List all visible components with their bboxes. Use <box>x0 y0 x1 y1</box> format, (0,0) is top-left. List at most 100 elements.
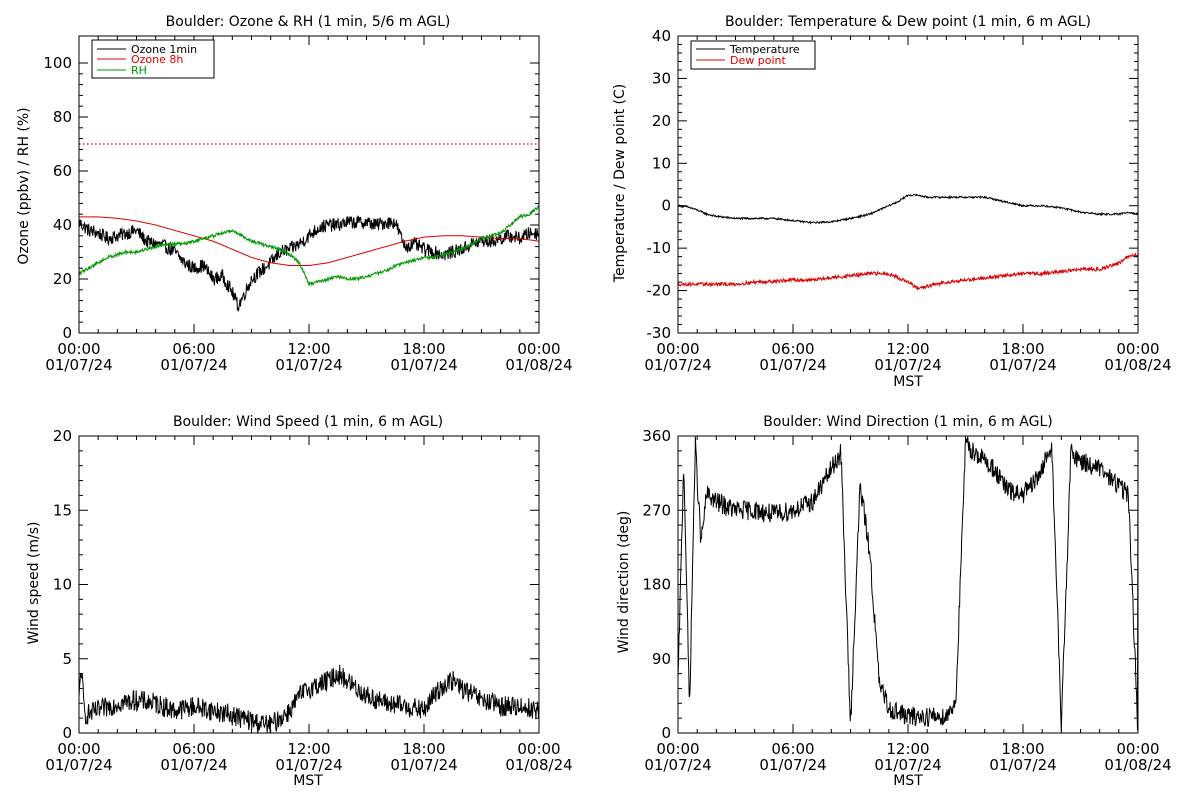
wind-direction-x-tick-date-label: 01/07/24 <box>644 756 711 774</box>
wind-direction-y-axis-label: Wind direction (deg) <box>616 511 632 654</box>
temp-dew-point-line <box>678 252 1138 292</box>
temp-y-tick-label: 10 <box>652 154 671 172</box>
wind-direction-y-tick-label: 90 <box>652 650 671 668</box>
wind-speed-y-tick-label: 5 <box>62 650 72 668</box>
ozone-x-tick-date-label: 01/07/24 <box>275 356 342 374</box>
temp-y-tick-label: -10 <box>647 239 672 257</box>
ozone-y-axis-label: Ozone (ppbv) / RH (%) <box>16 107 32 264</box>
ozone-chart-title: Boulder: Ozone & RH (1 min, 5/6 m AGL) <box>166 14 451 30</box>
ozone-x-tick-date-label: 01/07/24 <box>160 356 227 374</box>
temp-x-tick-date-label: 01/07/24 <box>759 356 826 374</box>
temp-plot-frame <box>677 35 1139 334</box>
temp-x-tick-date-label: 01/07/24 <box>644 356 711 374</box>
ozone-8h-legend-label: Ozone 8h <box>131 53 183 66</box>
wind-speed-x-tick-time-label: 00:00 <box>517 740 560 758</box>
wind-speed-chart: Boulder: Wind Speed (1 min, 6 m AGL) Win… <box>26 414 573 789</box>
temp-plot-area: -30-20-1001020304000:0001/07/2406:0001/0… <box>644 27 1171 374</box>
ozone-plot-area: 02040608010000:0001/07/2406:0001/07/2412… <box>43 35 573 374</box>
temp-x-tick-time-label: 12:00 <box>886 340 929 358</box>
wind-direction-y-tick-label: 360 <box>642 427 671 445</box>
ozone-ozone-1min-line <box>79 215 539 312</box>
ozone-y-tick-label: 40 <box>53 216 72 234</box>
temp-x-tick-time-label: 00:00 <box>656 340 699 358</box>
wind-direction-x-tick-time-label: 18:00 <box>1001 740 1044 758</box>
wind-speed-x-tick-date-label: 01/07/24 <box>45 756 112 774</box>
temp-x-tick-date-label: 01/07/24 <box>989 356 1056 374</box>
temp-chart-title: Boulder: Temperature & Dew point (1 min,… <box>725 14 1091 30</box>
wind-direction-x-tick-time-label: 00:00 <box>656 740 699 758</box>
ozone-rh-chart: Boulder: Ozone & RH (1 min, 5/6 m AGL) O… <box>16 14 573 374</box>
wind-speed-x-tick-date-label: 01/07/24 <box>275 756 342 774</box>
temp-x-tick-date-label: 01/07/24 <box>874 356 941 374</box>
ozone-x-tick-time-label: 12:00 <box>287 340 330 358</box>
wind-direction-x-tick-time-label: 00:00 <box>1116 740 1159 758</box>
wind-speed-x-tick-date-label: 01/07/24 <box>160 756 227 774</box>
temp-y-tick-label: 20 <box>652 112 671 130</box>
temperature-dewpoint-chart: Boulder: Temperature & Dew point (1 min,… <box>612 14 1172 390</box>
wind-direction-x-tick-date-label: 01/08/24 <box>1104 756 1171 774</box>
temp-x-tick-time-label: 00:00 <box>1116 340 1159 358</box>
ozone-plot-frame <box>78 35 540 334</box>
wind-speed-plot-area: 0510152000:0001/07/2406:0001/07/2412:000… <box>45 427 572 774</box>
ozone-x-tick-date-label: 01/07/24 <box>45 356 112 374</box>
rh-legend-label: RH <box>131 64 147 77</box>
ozone-x-tick-time-label: 00:00 <box>57 340 100 358</box>
ozone-ozone-8h-line <box>79 216 539 266</box>
wind-speed-x-tick-date-label: 01/08/24 <box>505 756 572 774</box>
ozone-rh-line <box>79 205 539 287</box>
wind-speed-y-tick-label: 10 <box>53 576 72 594</box>
ozone-y-tick-label: 20 <box>53 270 72 288</box>
wind-speed-x-tick-time-label: 06:00 <box>172 740 215 758</box>
wind-direction-x-tick-date-label: 01/07/24 <box>759 756 826 774</box>
ozone-x-tick-date-label: 01/07/24 <box>390 356 457 374</box>
wind-speed-y-tick-label: 0 <box>62 724 72 742</box>
ozone-y-tick-label: 0 <box>62 324 72 342</box>
wind-direction-plot-area: 09018027036000:0001/07/2406:0001/07/2412… <box>642 427 1171 774</box>
ozone-1min-legend-label: Ozone 1min <box>131 43 197 56</box>
wind-direction-x-axis-label: MST <box>893 773 923 789</box>
temp-legend: Temperature Dew point <box>690 40 816 70</box>
ozone-y-tick-label: 80 <box>53 108 72 126</box>
wind-direction-x-tick-date-label: 01/07/24 <box>874 756 941 774</box>
temp-y-tick-label: 30 <box>652 69 671 87</box>
temperature-legend-label: Temperature <box>729 43 800 56</box>
wind-speed-series-line <box>79 664 539 733</box>
temp-x-axis-label: MST <box>893 374 923 390</box>
wind-speed-x-tick-time-label: 18:00 <box>402 740 445 758</box>
wind-speed-y-tick-label: 15 <box>53 501 72 519</box>
wind-direction-x-tick-time-label: 12:00 <box>886 740 929 758</box>
wind-direction-chart: Boulder: Wind Direction (1 min, 6 m AGL)… <box>616 414 1172 789</box>
wind-direction-plot-frame <box>677 435 1139 734</box>
wind-direction-y-tick-label: 270 <box>642 501 671 519</box>
wind-speed-x-tick-time-label: 00:00 <box>57 740 100 758</box>
wind-speed-x-axis-label: MST <box>293 773 323 789</box>
ozone-legend: Ozone 1min Ozone 8h RH <box>91 39 215 79</box>
temp-y-tick-label: -30 <box>647 324 672 342</box>
wind-direction-y-tick-label: 0 <box>661 724 671 742</box>
temp-temperature-line <box>678 193 1138 225</box>
wind-direction-y-tick-label: 180 <box>642 576 671 594</box>
wind-direction-series-line <box>678 436 1138 732</box>
ozone-x-tick-time-label: 06:00 <box>172 340 215 358</box>
temp-y-tick-label: 0 <box>661 197 671 215</box>
wind-speed-y-tick-label: 20 <box>53 427 72 445</box>
dewpoint-legend-label: Dew point <box>730 54 786 67</box>
temp-x-tick-date-label: 01/08/24 <box>1104 356 1171 374</box>
wind-speed-x-tick-date-label: 01/07/24 <box>390 756 457 774</box>
wind-speed-y-axis-label: Wind speed (m/s) <box>26 522 42 645</box>
ozone-x-tick-time-label: 00:00 <box>517 340 560 358</box>
ozone-x-tick-time-label: 18:00 <box>402 340 445 358</box>
ozone-x-tick-date-label: 01/08/24 <box>505 356 572 374</box>
ozone-y-tick-label: 60 <box>53 162 72 180</box>
temp-x-tick-time-label: 06:00 <box>771 340 814 358</box>
wind-speed-x-tick-time-label: 12:00 <box>287 740 330 758</box>
wind-direction-chart-title: Boulder: Wind Direction (1 min, 6 m AGL) <box>763 414 1052 430</box>
temp-y-tick-label: -20 <box>647 282 672 300</box>
wind-direction-x-tick-date-label: 01/07/24 <box>989 756 1056 774</box>
temp-y-axis-label: Temperature / Dew point (C) <box>612 84 628 283</box>
wind-speed-chart-title: Boulder: Wind Speed (1 min, 6 m AGL) <box>173 414 443 430</box>
temp-y-tick-label: 40 <box>652 27 671 45</box>
wind-direction-x-tick-time-label: 06:00 <box>771 740 814 758</box>
ozone-y-tick-label: 100 <box>43 54 72 72</box>
